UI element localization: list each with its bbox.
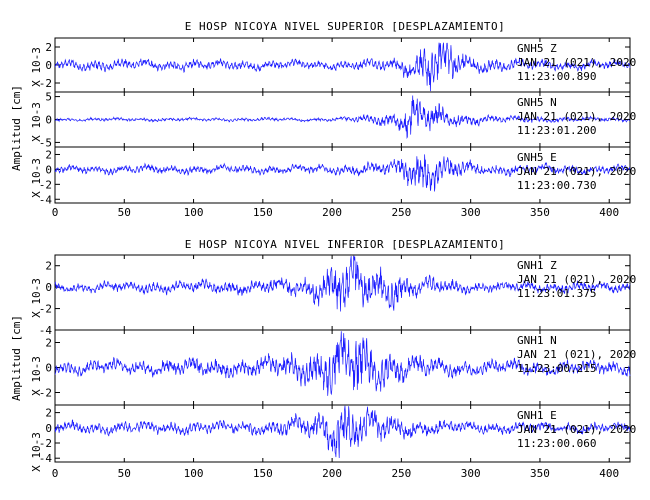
yscale-upper-1: X 10-3 (30, 47, 43, 87)
station-channel: GNH1 E (517, 409, 557, 422)
x-tick-label: 100 (184, 206, 204, 219)
y-tick-label: -2 (39, 303, 52, 316)
y-tick-label: 2 (45, 260, 52, 273)
station-date: JAN 21 (021), 2020 (517, 110, 636, 123)
x-tick-label: 350 (530, 206, 550, 219)
ylabel-lower: Amplitud [cm] (10, 315, 23, 401)
x-tick-label: 300 (461, 467, 481, 480)
waveform-trace-gnh5-z (54, 42, 631, 92)
y-tick-label: 2 (45, 407, 52, 420)
yscale-upper-2: X 10-3 (30, 102, 43, 142)
ylabel-upper: Amplitud [cm] (10, 85, 23, 171)
yscale-lower-3: X 10-3 (30, 432, 43, 472)
x-tick-label: 150 (253, 206, 273, 219)
x-tick-label: 300 (461, 206, 481, 219)
x-tick-label: 0 (52, 467, 59, 480)
x-tick-label: 250 (391, 467, 411, 480)
station-channel: GNH1 Z (517, 259, 557, 272)
y-tick-label: 0 (45, 163, 52, 176)
x-tick-label: 150 (253, 467, 273, 480)
x-tick-label: 100 (184, 467, 204, 480)
yscale-upper-3: X 10-3 (30, 158, 43, 198)
y-tick-label: -2 (39, 178, 52, 191)
station-date: JAN 21 (021), 2020 (517, 348, 636, 361)
waveform-trace-gnh5-n (54, 95, 631, 140)
x-tick-label: 350 (530, 467, 550, 480)
y-tick-label: 0 (45, 281, 52, 294)
station-channel: GNH5 Z (517, 42, 557, 55)
station-channel: GNH5 N (517, 96, 557, 109)
x-tick-label: 50 (118, 467, 131, 480)
x-tick-label: 200 (322, 206, 342, 219)
chart-title-upper: E HOSP NICOYA NIVEL SUPERIOR [DESPLAZAMI… (185, 20, 506, 33)
x-tick-label: 400 (599, 467, 619, 480)
subplot-frame (54, 404, 631, 463)
y-tick-label: -4 (39, 452, 53, 465)
y-tick-label: -2 (39, 387, 52, 400)
station-time: 11:23:00.890 (517, 70, 596, 83)
x-tick-label: 250 (391, 206, 411, 219)
station-channel: GNH1 N (517, 334, 557, 347)
y-tick-label: 2 (45, 148, 52, 161)
y-tick-label: 0 (45, 362, 52, 375)
station-channel: GNH5 E (517, 151, 557, 164)
waveform-trace-gnh1-e (54, 405, 631, 458)
y-tick-label: 2 (45, 41, 52, 54)
waveform-trace-gnh1-n (54, 331, 631, 396)
station-date: JAN 21 (021), 2020 (517, 273, 636, 286)
y-tick-label: 0 (45, 114, 52, 127)
x-tick-label: 50 (118, 206, 131, 219)
station-time: 11:23:00.060 (517, 437, 596, 450)
station-date: JAN 21 (021), 2020 (517, 56, 636, 69)
yscale-lower-1: X 10-3 (30, 278, 43, 318)
y-tick-label: -4 (39, 193, 53, 206)
x-tick-label: 200 (322, 467, 342, 480)
subplot-frame (54, 146, 631, 204)
y-tick-label: -5 (39, 136, 52, 149)
y-tick-label: 5 (45, 91, 52, 104)
y-tick-label: 0 (45, 422, 52, 435)
y-tick-label: 2 (45, 337, 52, 350)
y-tick-label: -4 (39, 324, 53, 337)
yscale-lower-2: X 10-3 (30, 356, 43, 396)
station-date: JAN 21 (021), 2020 (517, 165, 636, 178)
waveform-trace-gnh1-z (54, 255, 631, 312)
station-date: JAN 21 (021), 2020 (517, 423, 636, 436)
y-tick-label: -2 (39, 437, 52, 450)
waveform-trace-gnh5-e (54, 154, 631, 192)
y-tick-label: -2 (39, 77, 52, 90)
x-tick-label: 0 (52, 206, 59, 219)
station-time: 11:23:00.730 (517, 179, 596, 192)
y-tick-label: 0 (45, 59, 52, 72)
x-tick-label: 400 (599, 206, 619, 219)
station-time: 11:23:01.200 (517, 124, 596, 137)
chart-title-lower: E HOSP NICOYA NIVEL INFERIOR [DESPLAZAMI… (185, 238, 506, 251)
station-time: 11:23:00.215 (517, 362, 596, 375)
station-time: 11:23:01.375 (517, 287, 596, 300)
